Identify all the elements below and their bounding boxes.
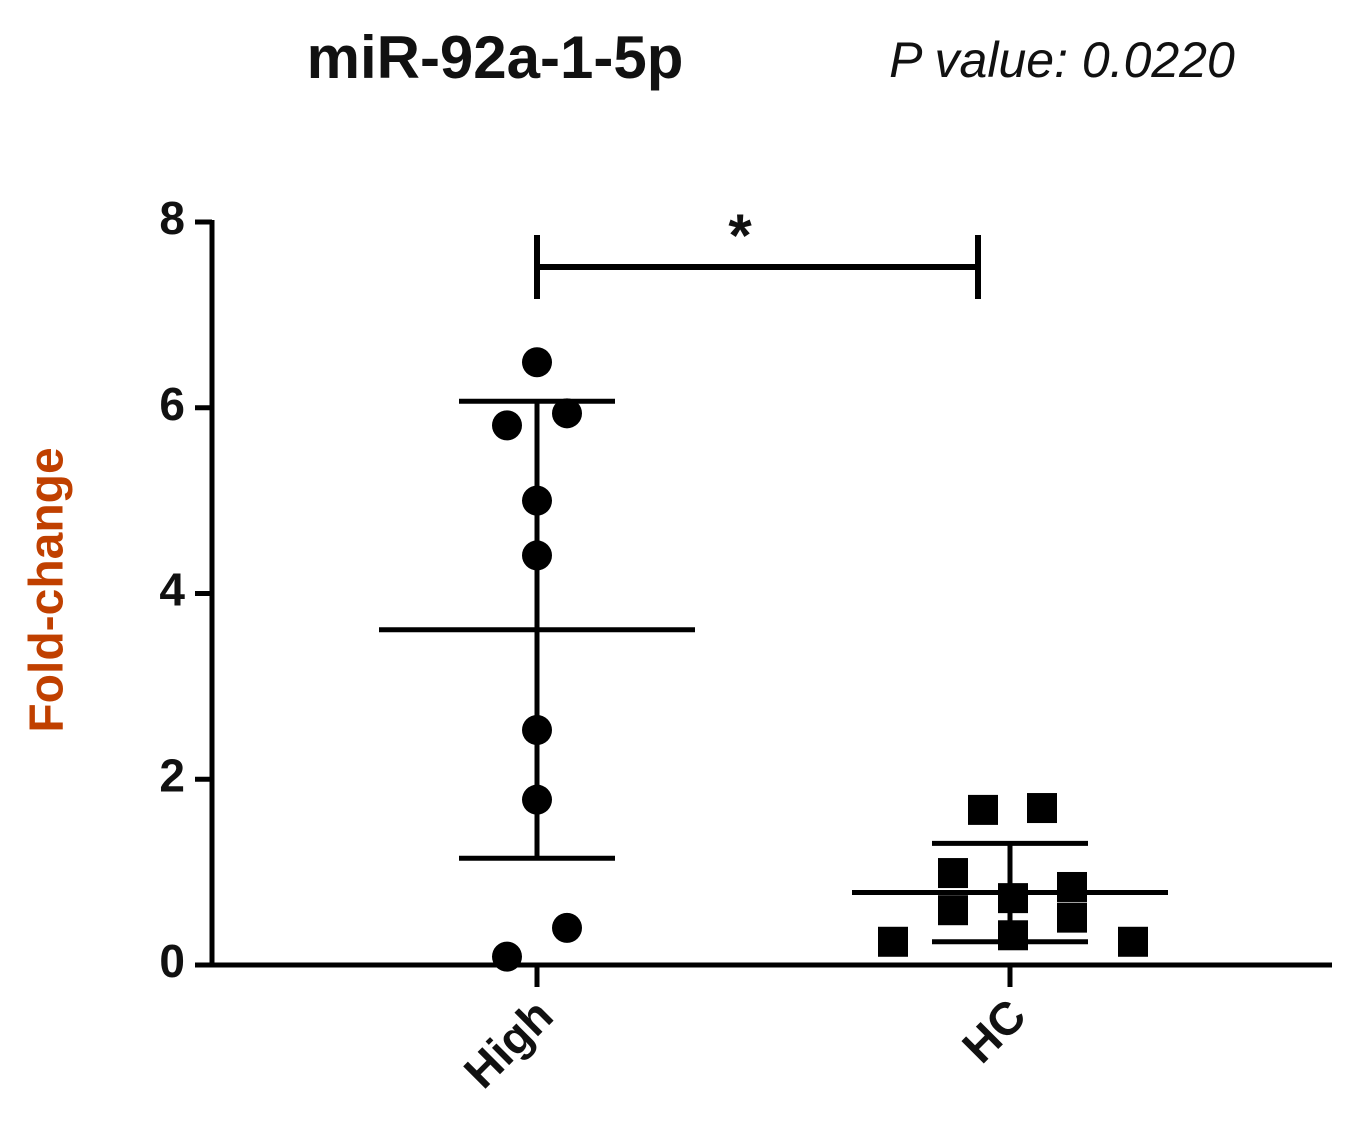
data-point: [492, 941, 522, 972]
p-value: P value: 0.0220: [889, 32, 1235, 88]
data-point: [522, 485, 552, 516]
data-point: [938, 858, 968, 889]
y-tick-label: 0: [159, 935, 185, 987]
y-tick-label: 4: [159, 564, 185, 616]
x-tick-label: HC: [952, 989, 1036, 1073]
chart-title: miR-92a-1-5p: [307, 24, 684, 91]
y-axis-label: Fold-change: [21, 447, 74, 732]
y-tick-label: 6: [159, 378, 185, 430]
y-tick-label: 2: [159, 749, 185, 801]
data-point: [522, 347, 552, 378]
data-point: [1027, 793, 1057, 824]
data-point: [1057, 871, 1087, 902]
data-point: [552, 912, 582, 943]
data-point: [968, 794, 998, 825]
data-point: [998, 920, 1028, 951]
data-point: [522, 784, 552, 815]
data-point: [492, 410, 522, 441]
data-point: [522, 715, 552, 746]
data-point: [938, 895, 968, 926]
data-point: [1118, 926, 1148, 957]
significance-star: *: [728, 202, 752, 269]
significance-bracket: [534, 235, 981, 299]
data-point: [522, 540, 552, 571]
x-tick-label: High: [454, 989, 563, 1098]
data-point: [552, 398, 582, 429]
data-point: [1057, 902, 1087, 933]
data-point: [878, 926, 908, 957]
data-point: [998, 883, 1028, 914]
y-tick-label: 8: [159, 192, 185, 244]
